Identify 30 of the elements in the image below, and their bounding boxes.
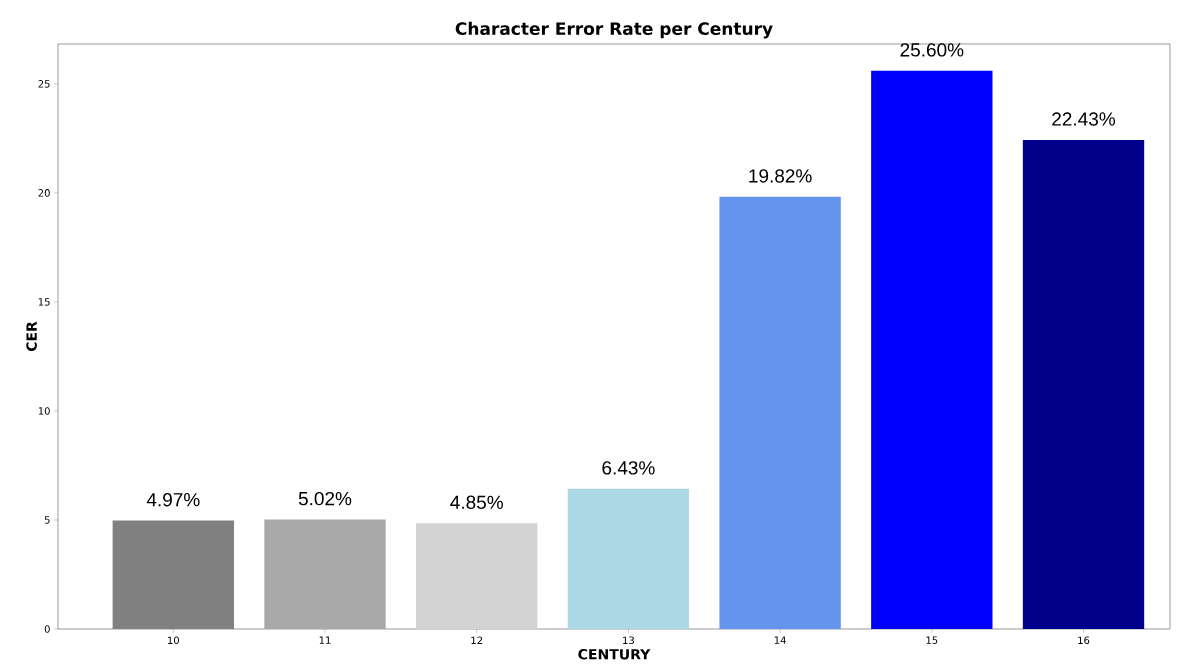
y-tick-label: 5 — [44, 516, 50, 524]
y-tick-label: 20 — [38, 189, 50, 197]
data-label: 22.43% — [1052, 112, 1116, 126]
x-tick-label: 14 — [774, 636, 786, 644]
bar — [264, 519, 386, 629]
x-tick-label: 11 — [319, 636, 331, 644]
y-axis-title: CER — [26, 321, 37, 352]
data-label: 5.02% — [298, 491, 352, 506]
y-tick-label: 0 — [44, 625, 50, 633]
y-tick-label: 25 — [38, 80, 50, 88]
chart-title: Character Error Rate per Century — [455, 21, 773, 39]
bar — [112, 520, 234, 629]
bar — [1022, 139, 1145, 629]
y-tick-label: 15 — [38, 298, 50, 306]
data-label: 25.60% — [900, 43, 964, 57]
data-label: 4.97% — [146, 492, 200, 507]
x-axis-title: CENTURY — [578, 648, 651, 660]
data-label: 6.43% — [602, 461, 655, 475]
x-tick-label: 15 — [926, 636, 938, 644]
x-tick-label: 12 — [471, 636, 483, 644]
bar — [416, 523, 538, 629]
bar — [871, 70, 993, 629]
bar — [719, 196, 841, 629]
x-tick-label: 16 — [1078, 636, 1090, 645]
bar — [567, 488, 690, 629]
data-label: 19.82% — [749, 169, 812, 183]
x-tick-label: 10 — [168, 636, 180, 645]
data-label: 4.85% — [450, 495, 503, 510]
y-tick-label: 10 — [38, 407, 50, 415]
x-tick-label: 13 — [623, 636, 634, 645]
